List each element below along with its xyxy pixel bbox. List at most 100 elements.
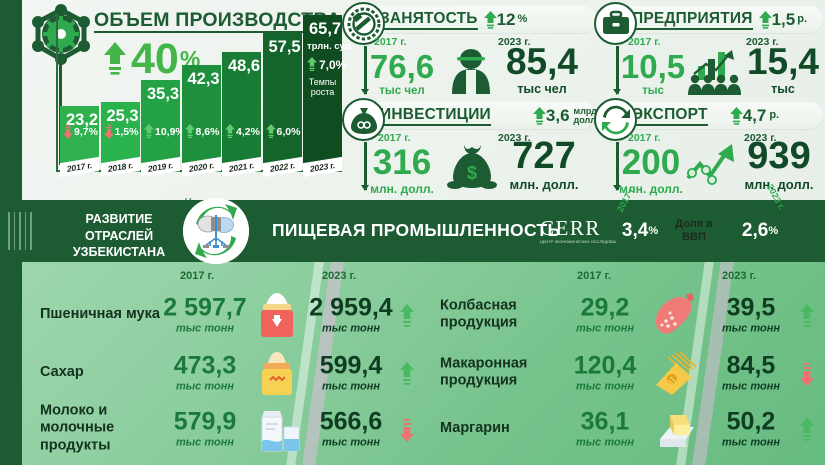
gdp-label-2: ВВП <box>682 231 706 244</box>
unit-old: тыс тонн <box>176 322 234 334</box>
gdp-share-group: 3,4% 2,6% <box>612 200 825 262</box>
chart-y-axis <box>56 14 58 172</box>
employment-delta-unit: % <box>517 13 528 25</box>
gdp-new-pct: % <box>768 225 779 237</box>
investments-delta-unit-2: долл. <box>573 114 599 125</box>
gdp-new-value: 2,6 <box>741 220 769 241</box>
export-unit-old: млн. долл. <box>619 182 683 197</box>
bar-2017: 23,2 9,7% 2017 г. <box>60 106 99 178</box>
production-growth-value: 40 <box>131 35 179 83</box>
investments-title: ИНВЕСТИЦИИ <box>380 106 491 126</box>
bar-growth: 8,6% <box>184 124 219 139</box>
bar-value: 35,3 <box>147 85 180 103</box>
enterprises-unit-new: тыс <box>771 82 795 97</box>
card-employment: ЗАНЯТОСТЬ 12 % 2017 г. 2023 г. 76,6 <box>342 2 596 97</box>
row-trend-up <box>800 303 814 327</box>
arrow-up-icon <box>800 303 814 327</box>
row-value-old: 29,2 тыс тонн <box>550 293 660 335</box>
table-row: Маргарин 36,1 тыс тонн 50,2 тыс тонн <box>422 400 825 457</box>
row-value-old: 2 597,7 тыс тонн <box>150 295 260 335</box>
value-new: 566,6 <box>319 407 383 435</box>
industry-title: ПИЩЕВАЯ ПРОМЫШЛЕННОСТЬ <box>272 220 561 240</box>
investments-delta-value: 3,6 <box>545 105 570 125</box>
arrow-up-icon <box>400 303 414 327</box>
bar-2023: 65,7 трлн. сум 7,0% Темпы роста 2023 г. <box>303 15 352 178</box>
export-delta: 4,7 р. <box>729 106 780 126</box>
bar-value: 25,3 <box>106 107 139 125</box>
table-row: Макаронная продукция 120,4 тыс тонн 84,5 тыс… <box>422 344 825 401</box>
bar-year-label: 2021 г. <box>222 156 261 178</box>
enterprises-title-pill: ПРЕДПРИЯТИЯ 1,5 р. <box>598 6 823 33</box>
row-value-new: 566,6 тыс тонн <box>296 407 406 449</box>
cerr-logo: CERR ЦЕНТР ЭКОНОМИЧЕСКИХ ИССЛЕДОВАНИЙ И … <box>540 216 646 245</box>
investments-delta-unit-1: млрд. <box>573 105 600 116</box>
bar-year-label: 2017 г. <box>60 156 99 178</box>
enterprises-value-old: 10,5 <box>620 48 686 85</box>
money-bag-coins-icon: $ <box>446 142 498 192</box>
row-label: Макаронная продукция <box>440 354 528 389</box>
banner-decor-lines <box>8 212 44 250</box>
bar-value: 65,7 <box>309 20 342 38</box>
bar-rate-note: Темпы роста <box>308 77 337 98</box>
arrow-down-icon <box>400 418 414 442</box>
bar-growth: 7,0% <box>307 57 346 72</box>
banner-rounded-bg <box>0 200 608 262</box>
card-stem <box>361 46 369 95</box>
investments-delta: 3,6 млрд. долл. <box>532 105 600 126</box>
globe-arrows-icon <box>594 98 637 141</box>
row-label: Молоко и молочные продукты <box>40 401 115 454</box>
margarine-icon <box>646 405 704 453</box>
employment-unit-old: тыс чел <box>379 85 425 98</box>
card-stem <box>613 142 621 191</box>
sausage-icon <box>646 291 702 339</box>
dev-line-2: ОТРАСЛЕЙ <box>84 228 154 243</box>
employment-title-pill: ЗАНЯТОСТЬ 12 % <box>346 6 596 33</box>
card-stem <box>613 46 621 95</box>
arrow-up-icon <box>307 57 317 71</box>
table-right: 2017 г. 2023 г. Колбасная продукция 29,2 т… <box>422 262 825 465</box>
dev-line-1: РАЗВИТИЕ <box>85 212 153 226</box>
investments-value-new: 727 <box>512 135 576 177</box>
bar-year-label: 2022 г. <box>262 156 302 178</box>
arrow-up-icon <box>104 41 126 78</box>
right-header-old: 2017 г. <box>577 270 612 282</box>
row-value-new: 599,4 тыс тонн <box>296 353 406 393</box>
export-delta-unit: р. <box>769 109 780 121</box>
employment-value-old: 76,6 <box>369 48 435 85</box>
employment-title: ЗАНЯТОСТЬ <box>380 10 478 30</box>
production-panel: ОБЪЕМ ПРОИЗВОДСТВА 40 % 23,2 9,7% 2017 г. 2… <box>22 0 352 200</box>
value-new: 2 959,4 <box>309 293 393 321</box>
employment-delta: 12 % <box>483 10 528 30</box>
export-unit-new: млн. долл. <box>744 177 814 193</box>
row-label: Сахар <box>40 363 84 380</box>
row-trend-up <box>400 303 414 327</box>
value-old: 36,1 <box>580 407 630 435</box>
bar-year-label: 2020 г. <box>181 156 221 178</box>
employment-value-new: 85,4 <box>505 41 578 82</box>
unit-old: тыс тонн <box>576 436 634 448</box>
cerr-wordmark: CERR <box>540 216 601 240</box>
value-new: 50,2 <box>726 407 776 435</box>
unit-new: тыс тонн <box>722 380 780 392</box>
value-old: 29,2 <box>580 293 630 321</box>
enterprises-delta-unit: р. <box>797 13 807 25</box>
enterprises-unit-old: тыс <box>642 85 664 98</box>
value-new: 84,5 <box>726 351 776 379</box>
hammer-gear-icon <box>342 2 385 45</box>
gear-molecule-icon <box>30 4 92 66</box>
flour-sack-icon <box>250 291 304 339</box>
bar-year-label: 2018 г. <box>100 156 140 178</box>
unit-old: тыс тонн <box>176 436 234 448</box>
arrow-up-icon <box>729 106 743 125</box>
arrow-up-icon <box>400 361 414 385</box>
employment-year-old: 2017 г. <box>374 36 407 48</box>
arrow-up-icon <box>184 124 195 138</box>
money-bag-icon <box>342 98 385 141</box>
bar-year-label: 2019 г. <box>141 156 180 178</box>
milk-carton-icon <box>250 405 308 453</box>
enterprises-value-new: 15,4 <box>746 41 819 82</box>
bar-value: 48,6 <box>228 57 261 75</box>
svg-text:$: $ <box>467 163 477 183</box>
row-value-new: 39,5 тыс тонн <box>696 295 806 335</box>
arrow-up-icon <box>144 124 154 138</box>
